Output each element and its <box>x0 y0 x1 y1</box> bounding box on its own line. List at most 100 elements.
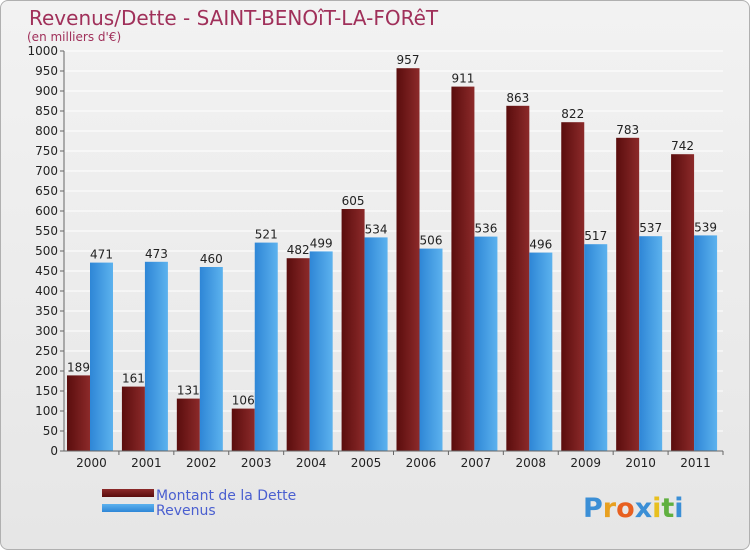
y-tick-label: 600 <box>35 204 58 218</box>
y-tick-label: 900 <box>35 84 58 98</box>
data-label-revenus: 537 <box>639 221 662 235</box>
legend-label-debt: Montant de la Dette <box>156 488 296 504</box>
data-label-debt: 189 <box>67 360 90 374</box>
y-tick-label: 50 <box>43 424 58 438</box>
x-tick-label: 2009 <box>570 456 601 470</box>
logo-letter: o <box>616 493 635 524</box>
y-tick-label: 1000 <box>27 44 58 58</box>
data-label-revenus: 471 <box>90 248 113 262</box>
logo-letter: P <box>583 493 603 524</box>
bar-debt <box>396 68 420 451</box>
y-tick-label: 0 <box>50 444 58 458</box>
y-tick-label: 150 <box>35 384 58 398</box>
y-tick-label: 500 <box>35 244 58 258</box>
y-tick-label: 450 <box>35 264 58 278</box>
bar-revenus <box>199 267 223 451</box>
data-label-revenus: 534 <box>365 222 388 236</box>
bar-debt <box>616 137 640 452</box>
y-axis: 0 50 100 150 200 250 300 350 400 450 500 550 600 650 7… <box>27 44 65 458</box>
bar-revenus <box>144 261 168 451</box>
data-label-debt: 161 <box>122 372 145 386</box>
x-tick-label: 2003 <box>241 456 272 470</box>
y-tick-label: 700 <box>35 164 58 178</box>
logo-letter: i <box>652 493 661 524</box>
y-tick-label: 250 <box>35 344 58 358</box>
y-tick-label: 100 <box>35 404 58 418</box>
y-tick-label: 800 <box>35 124 58 138</box>
x-tick-label: 2007 <box>461 456 492 470</box>
bar-debt <box>506 105 530 452</box>
bar-revenus <box>474 236 498 451</box>
bar-debt <box>671 154 695 451</box>
bar-debt <box>231 408 255 451</box>
data-label-revenus: 473 <box>145 247 168 261</box>
logo-wordmark: Proxiti <box>583 493 684 524</box>
y-tick-label: 350 <box>35 304 58 318</box>
bar-debt <box>341 209 365 451</box>
logo-letter: i <box>674 493 683 524</box>
chart-subtitle: (en milliers d'€) <box>27 30 121 44</box>
bar-revenus <box>529 252 553 451</box>
data-label-debt: 605 <box>342 194 365 208</box>
bar-debt <box>121 386 145 451</box>
chart-title: Revenus/Dette - SAINT-BENOîT-LA-FORêT <box>29 6 439 30</box>
logo-letter: r <box>603 493 617 524</box>
y-tick-label: 300 <box>35 324 58 338</box>
bar-revenus <box>254 242 278 451</box>
logo-letter: x <box>635 493 652 524</box>
x-tick-label: 2008 <box>516 456 547 470</box>
data-label-revenus: 521 <box>255 228 278 242</box>
bar-revenus <box>694 235 718 451</box>
y-tick-label: 850 <box>35 104 58 118</box>
x-tick-label: 2004 <box>296 456 327 470</box>
legend: Montant de la Dette Revenus <box>102 488 296 519</box>
x-tick-label: 2002 <box>186 456 217 470</box>
data-label-debt: 863 <box>506 91 529 105</box>
bar-debt <box>67 375 90 451</box>
x-axis: 2000 2001 2002 2003 2004 2005 2006 2007 2008 2009… <box>64 450 724 470</box>
x-tick-label: 2011 <box>680 456 711 470</box>
x-tick-label: 2000 <box>76 456 107 470</box>
y-tick-label: 950 <box>35 64 58 78</box>
legend-swatch-revenus <box>102 504 154 512</box>
y-tick-label: 750 <box>35 144 58 158</box>
data-label-debt: 131 <box>177 384 200 398</box>
data-label-debt: 106 <box>232 394 255 408</box>
bar-debt <box>176 398 200 451</box>
bar-revenus <box>364 237 388 451</box>
data-label-revenus: 539 <box>694 220 717 234</box>
x-tick-label: 2010 <box>625 456 656 470</box>
y-tick-label: 550 <box>35 224 58 238</box>
grid-lines <box>64 50 723 452</box>
bar-revenus <box>90 262 113 451</box>
x-tick-label: 2005 <box>351 456 382 470</box>
bar-revenus <box>419 248 443 451</box>
x-tick-label: 2006 <box>406 456 437 470</box>
data-label-debt: 482 <box>287 243 310 257</box>
y-tick-label: 650 <box>35 184 58 198</box>
data-label-revenus: 496 <box>529 238 552 252</box>
bar-revenus <box>639 236 663 451</box>
data-label-revenus: 536 <box>474 222 497 236</box>
data-label-debt: 742 <box>671 139 694 153</box>
data-label-revenus: 506 <box>420 234 443 248</box>
data-label-revenus: 517 <box>584 229 607 243</box>
y-tick-label: 200 <box>35 364 58 378</box>
bar-revenus <box>309 251 333 451</box>
bar-debt <box>286 258 310 451</box>
logo-letter: t <box>661 493 674 524</box>
data-label-debt: 822 <box>561 107 584 121</box>
bar-revenus <box>584 244 608 451</box>
data-label-revenus: 460 <box>200 252 223 266</box>
bar-debt <box>451 86 475 451</box>
x-tick-label: 2001 <box>131 456 162 470</box>
legend-label-revenus: Revenus <box>156 503 216 519</box>
data-label-debt: 783 <box>616 123 639 137</box>
y-tick-label: 400 <box>35 284 58 298</box>
data-label-revenus: 499 <box>310 236 333 250</box>
legend-swatch-debt <box>102 489 154 497</box>
data-label-debt: 957 <box>397 53 420 67</box>
